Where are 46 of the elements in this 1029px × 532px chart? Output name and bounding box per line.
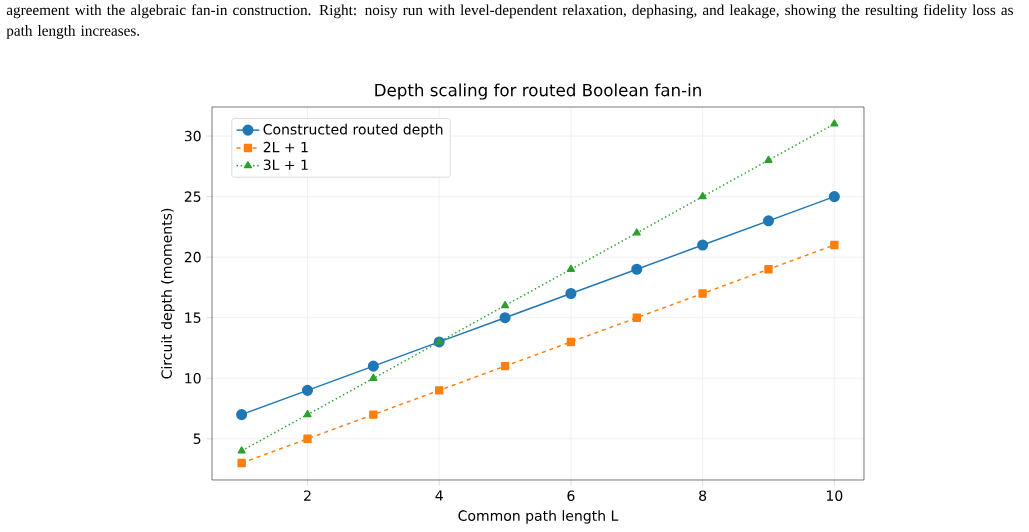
point	[236, 409, 248, 421]
point	[500, 300, 510, 309]
point	[499, 312, 511, 324]
point	[500, 361, 510, 371]
x-tick-label: 6	[567, 490, 575, 501]
y-tick-label: 5	[193, 433, 201, 444]
x-tick-label: 2	[304, 490, 311, 501]
point	[237, 458, 246, 468]
y-tick-label: 30	[184, 130, 201, 142]
x-tick-label: 8	[699, 490, 707, 501]
x-tick-label: 10	[826, 490, 843, 501]
point	[762, 215, 775, 227]
point	[435, 386, 444, 395]
x-axis-title: Common path length L	[458, 510, 619, 524]
legend-label: Constructed routed depth	[263, 123, 443, 138]
point	[631, 263, 643, 275]
point	[828, 191, 840, 203]
legend-label: 2L + 1	[263, 141, 308, 153]
point	[830, 119, 839, 127]
y-tick-label: 25	[184, 191, 201, 202]
y-tick-label: 15	[185, 312, 201, 323]
point	[367, 360, 379, 372]
y-axis-title: Circuit depth (moments)	[161, 208, 175, 379]
point	[237, 446, 246, 454]
x-tick-label: 4	[435, 490, 443, 501]
point	[369, 373, 378, 381]
point	[369, 410, 378, 419]
point	[303, 434, 312, 444]
point	[764, 155, 773, 163]
point	[566, 264, 576, 272]
point	[632, 228, 641, 236]
point	[632, 313, 641, 322]
point	[697, 239, 709, 251]
text: agreement with the algebraic fan-in construction. Right: noisy run with level-dependent relaxation, dephasing, and leakage, showing the resulting fidelity loss as path length increases.	[6, 4, 1013, 39]
y-tick-label: 10	[185, 372, 201, 384]
y-tick-label: 20	[184, 251, 201, 263]
point	[698, 289, 707, 298]
chart-title: Depth scaling for routed Boolean fan-in	[375, 83, 701, 100]
legend-label: 3L + 1	[263, 159, 308, 171]
point	[565, 287, 577, 300]
point	[303, 409, 312, 418]
point	[301, 384, 314, 396]
point	[764, 265, 773, 274]
point	[830, 240, 839, 250]
point	[566, 337, 576, 347]
point	[698, 192, 707, 200]
